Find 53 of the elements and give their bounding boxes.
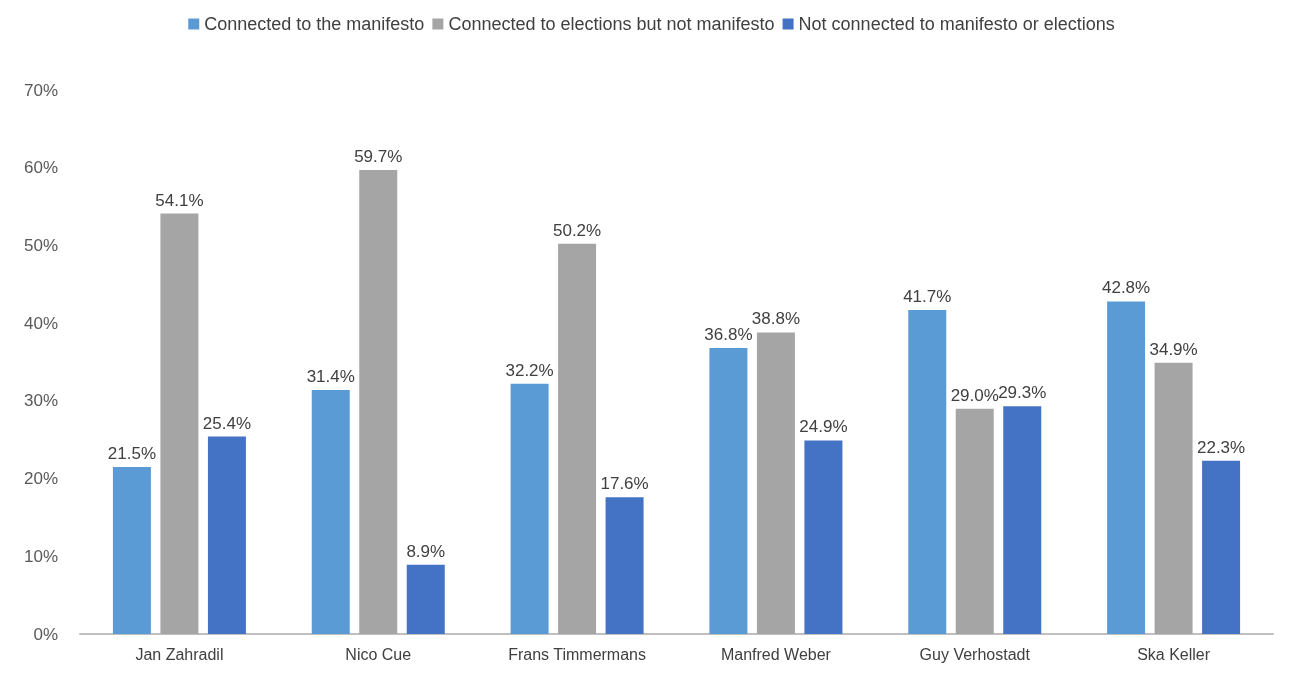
legend-label: Connected to the manifesto: [204, 14, 425, 34]
y-tick-label: 50%: [23, 235, 58, 255]
bar: [709, 348, 748, 634]
bar: [207, 436, 246, 634]
data-label: 24.9%: [799, 417, 848, 437]
bar: [1154, 362, 1193, 634]
data-label: 31.4%: [306, 366, 355, 386]
bar: [558, 243, 597, 634]
data-label: 21.5%: [107, 443, 157, 463]
data-label: 54.1%: [155, 190, 204, 210]
data-label: 25.4%: [202, 413, 252, 433]
x-tick-label: Guy Verhostadt: [919, 645, 1031, 663]
bar: [1107, 301, 1146, 634]
bar: [359, 170, 398, 634]
data-label: 41.7%: [903, 286, 952, 306]
y-tick-label: 40%: [23, 313, 58, 333]
x-tick-label: Frans Timmermans: [508, 645, 646, 663]
x-tick-label: Manfred Weber: [720, 645, 832, 663]
data-label: 36.8%: [704, 325, 753, 345]
data-label: 50.2%: [552, 220, 602, 240]
data-label: 17.6%: [600, 474, 649, 494]
bar: [311, 389, 350, 634]
data-label: 38.8%: [751, 309, 801, 329]
bar: [1202, 460, 1241, 634]
bar: [605, 497, 644, 634]
bar: [406, 564, 445, 634]
data-label: 34.9%: [1149, 339, 1198, 359]
y-tick-label: 20%: [23, 469, 58, 489]
x-tick-label: Ska Keller: [1137, 645, 1211, 663]
x-tick-label: Nico Cue: [345, 645, 412, 663]
y-tick-label: 30%: [23, 391, 58, 411]
y-tick-label: 0%: [33, 624, 58, 644]
bar: [804, 440, 843, 634]
x-tick-label: Jan Zahradil: [135, 645, 224, 663]
y-tick-label: 60%: [23, 158, 58, 178]
data-label: 32.2%: [505, 360, 554, 380]
bar: [1003, 406, 1042, 634]
data-label: 29.3%: [998, 383, 1047, 403]
data-label: 8.9%: [406, 541, 446, 561]
bar: [908, 309, 947, 634]
data-label: 22.3%: [1196, 437, 1246, 457]
y-tick-label: 10%: [23, 546, 58, 566]
data-label: 42.8%: [1101, 278, 1151, 298]
data-label: 59.7%: [354, 147, 403, 167]
data-label: 29.0%: [950, 385, 999, 405]
bar: [955, 408, 994, 634]
bar: [160, 213, 199, 634]
legend-label: Not connected to manifesto or elections: [798, 14, 1115, 34]
bar: [510, 383, 549, 634]
y-tick-label: 70%: [23, 80, 58, 100]
bar: [112, 466, 151, 634]
bar: [756, 332, 795, 634]
legend-label: Connected to elections but not manifesto: [448, 14, 775, 34]
